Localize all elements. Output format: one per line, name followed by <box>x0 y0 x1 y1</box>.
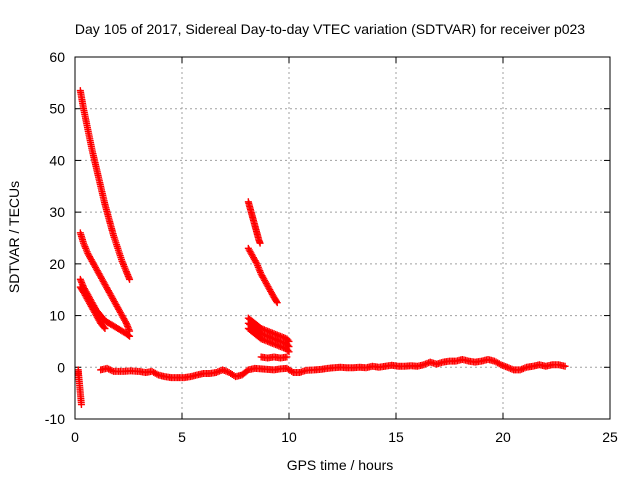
data-point <box>283 353 291 361</box>
y-tick-label: 20 <box>49 256 65 272</box>
data-points <box>74 87 569 409</box>
y-tick-label: 0 <box>57 359 65 375</box>
data-point <box>125 331 132 339</box>
data-point <box>103 364 111 372</box>
data-point <box>495 360 503 368</box>
data-point <box>126 275 134 283</box>
data-point <box>153 370 161 378</box>
data-point <box>122 318 130 326</box>
x-tick-label: 25 <box>602 429 618 445</box>
x-tick-label: 0 <box>71 429 79 445</box>
chart-title: Day 105 of 2017, Sidereal Day-to-day VTE… <box>75 21 585 37</box>
data-point <box>126 332 134 340</box>
data-point <box>100 323 108 331</box>
data-point <box>105 365 113 373</box>
data-point <box>285 348 293 356</box>
x-tick-label: 5 <box>178 429 186 445</box>
y-tick-label: -10 <box>45 411 65 427</box>
data-point <box>252 258 260 266</box>
data-point <box>561 362 569 370</box>
data-point <box>272 297 280 305</box>
data-point <box>108 367 116 375</box>
x-tick-label: 15 <box>388 429 404 445</box>
plot-frame <box>74 56 611 420</box>
data-point <box>284 346 292 354</box>
data-point <box>288 367 296 375</box>
grid <box>75 57 610 419</box>
data-point <box>101 325 109 332</box>
data-point <box>273 299 281 307</box>
data-point <box>256 239 264 247</box>
y-tick-label: 60 <box>49 49 65 65</box>
data-point <box>106 366 114 374</box>
y-axis-label: SDTVAR / TECUs <box>6 181 22 293</box>
y-tick-label: 50 <box>49 101 65 117</box>
y-tick-label: 10 <box>49 308 65 324</box>
y-tick-label: 30 <box>49 204 65 220</box>
x-tick-label: 20 <box>495 429 511 445</box>
x-tick-label: 10 <box>281 429 297 445</box>
data-point <box>74 371 82 379</box>
x-axis-label: GPS time / hours <box>287 457 394 473</box>
y-tick-label: 40 <box>49 152 65 168</box>
